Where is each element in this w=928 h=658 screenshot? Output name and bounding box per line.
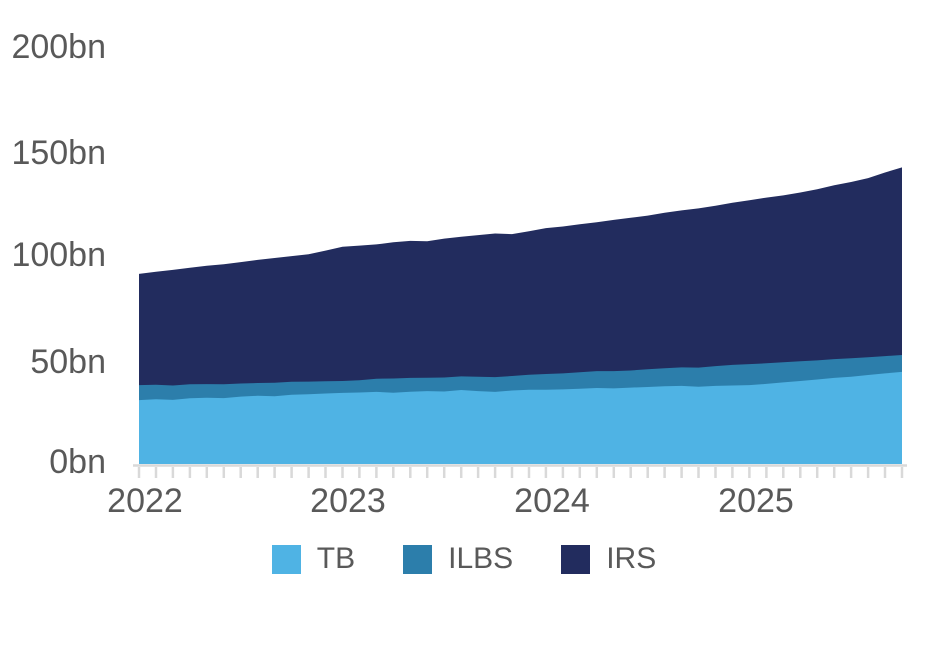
legend-swatch-ilbs-icon [403, 544, 433, 574]
y-axis-label-150bn: 150bn [11, 134, 106, 172]
y-axis-label-200bn: 200bn [11, 28, 106, 66]
x-axis-label-2024: 2024 [514, 482, 590, 520]
legend-label-ilbs: ILBS [448, 542, 514, 575]
y-axis-label-0bn: 0bn [49, 443, 106, 481]
y-axis-label-100bn: 100bn [11, 236, 106, 274]
area-tb [139, 371, 902, 464]
chart-legend: TB ILBS IRS [0, 542, 928, 576]
x-axis-label-2022: 2022 [107, 482, 183, 520]
legend-item-ilbs: ILBS [403, 542, 513, 576]
legend-swatch-tb-icon [271, 544, 301, 574]
y-axis-label-50bn: 50bn [30, 343, 106, 381]
legend-label-tb: TB [316, 542, 356, 575]
legend-item-tb: TB [271, 542, 356, 576]
x-axis-ticks [137, 467, 904, 478]
legend-item-irs: IRS [561, 542, 656, 576]
legend-swatch-irs-icon [561, 544, 591, 574]
x-axis-label-2025: 2025 [718, 482, 794, 520]
legend-label-irs: IRS [606, 542, 657, 575]
x-axis-label-2023: 2023 [310, 482, 386, 520]
